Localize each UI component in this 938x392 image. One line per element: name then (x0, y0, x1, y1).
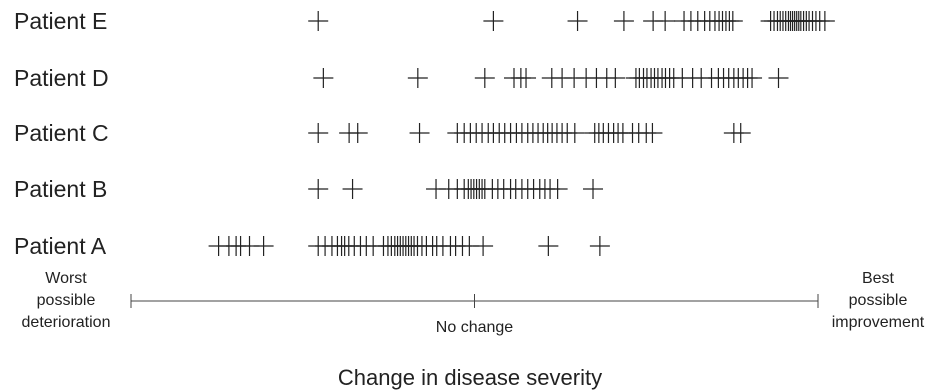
axis-label-right-line-2: possible (849, 292, 908, 309)
data-point (547, 179, 568, 199)
data-point (722, 11, 743, 31)
data-point (308, 123, 329, 143)
data-point (313, 68, 334, 88)
data-point (742, 68, 763, 88)
data-point (655, 11, 676, 31)
axis-label-right-line-1: Best (862, 270, 895, 287)
data-point (814, 11, 835, 31)
series-patient-b (308, 179, 604, 199)
data-point (567, 11, 588, 31)
row-label-patient-d: Patient D (14, 65, 109, 91)
data-point (564, 123, 585, 143)
x-axis-title: Change in disease severity (338, 365, 602, 390)
axis-label-left-line-1: Worst (45, 270, 87, 287)
data-point (483, 11, 504, 31)
data-point (768, 68, 789, 88)
row-label-patient-b: Patient B (14, 176, 107, 202)
row-label-patient-a: Patient A (14, 233, 107, 259)
data-point (642, 123, 663, 143)
series-patient-a (208, 236, 610, 256)
marks (208, 11, 835, 256)
axis-label-left-line-2: possible (37, 292, 96, 309)
x-axis: Worst possible deterioration Best possible im… (22, 270, 925, 336)
data-point (308, 179, 329, 199)
data-point (407, 68, 428, 88)
data-point (253, 236, 274, 256)
data-point (605, 68, 626, 88)
axis-label-left-line-3: deterioration (22, 314, 111, 331)
series-patient-d (313, 68, 789, 88)
series-patient-e (308, 11, 835, 31)
data-point (347, 123, 368, 143)
row-labels: Patient A Patient B Patient C Patient D Pati… (14, 8, 109, 259)
data-point (473, 236, 494, 256)
data-point (730, 123, 751, 143)
data-point (474, 68, 495, 88)
axis-label-right-line-3: improvement (832, 314, 925, 331)
row-label-patient-c: Patient C (14, 120, 109, 146)
data-point (538, 236, 559, 256)
data-point (409, 123, 430, 143)
row-label-patient-e: Patient E (14, 8, 107, 34)
data-point (613, 11, 634, 31)
data-point (308, 11, 329, 31)
axis-label-middle: No change (436, 319, 513, 336)
data-point (342, 179, 363, 199)
data-point (583, 179, 604, 199)
data-point (516, 68, 537, 88)
series-patient-c (308, 123, 751, 143)
data-point (589, 236, 610, 256)
